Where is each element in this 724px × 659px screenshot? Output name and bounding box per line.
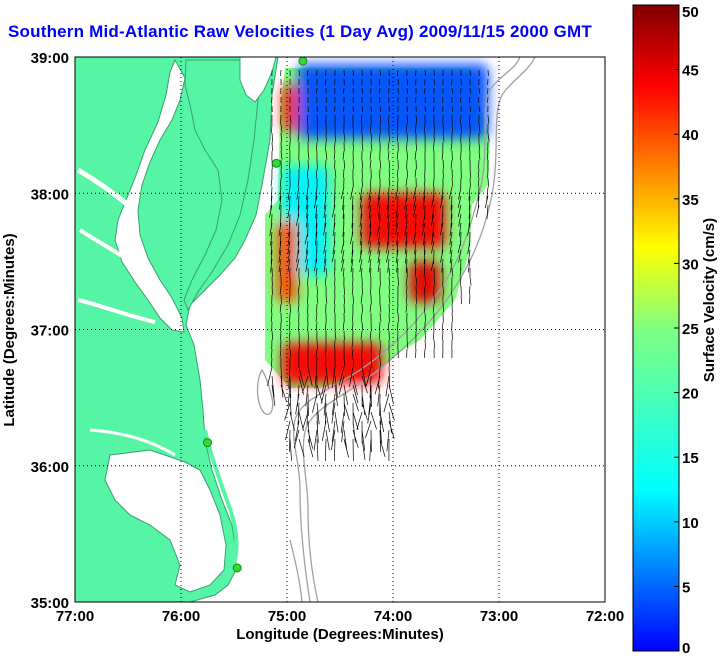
grid-lines bbox=[75, 57, 605, 602]
y-axis-label: Latitude (Degrees:Minutes) bbox=[1, 233, 18, 426]
colorbar-tick-label: 20 bbox=[682, 386, 699, 403]
arrow-set bbox=[267, 69, 490, 462]
colorbar-ticks: 0 5 10 15 20 25 30 35 40 45 50 bbox=[674, 4, 699, 657]
outer-banks bbox=[203, 429, 239, 571]
pamlico-sound bbox=[104, 449, 227, 593]
colorbar-tick-label: 30 bbox=[682, 256, 699, 273]
speed-region bbox=[361, 193, 446, 248]
bathymetry-contour bbox=[302, 57, 536, 602]
chart-title: Southern Mid-Atlantic Raw Velocities (1 … bbox=[8, 22, 592, 41]
bathymetry-contour bbox=[256, 368, 274, 415]
y-tick-label: 36:00 bbox=[31, 459, 69, 476]
y-axis-ticks: 35:00 36:00 37:00 38:00 39:00 bbox=[31, 50, 69, 612]
bathymetry-contour bbox=[292, 57, 521, 602]
station-marker bbox=[271, 158, 281, 168]
x-axis-ticks: 77:00 76:00 75:00 74:00 73:00 72:00 bbox=[56, 608, 624, 625]
colorbar-gradient bbox=[632, 4, 680, 652]
x-tick-label: 76:00 bbox=[162, 608, 200, 625]
y-tick-label: 35:00 bbox=[31, 595, 69, 612]
colorbar: 0 5 10 15 20 25 30 35 40 45 50 Surface Velocity (c… bbox=[632, 4, 718, 657]
potomac-river bbox=[76, 167, 130, 207]
colorbar-label: Surface Velocity (cm/s) bbox=[701, 218, 718, 382]
x-tick-label: 72:00 bbox=[586, 608, 624, 625]
delaware-bay bbox=[239, 57, 277, 103]
colorbar-tick-label: 45 bbox=[682, 63, 699, 80]
y-tick-label: 38:00 bbox=[31, 186, 69, 203]
y-tick-label: 39:00 bbox=[31, 50, 69, 67]
colorbar-tick-label: 10 bbox=[682, 515, 699, 532]
chesapeake-bay bbox=[114, 58, 186, 333]
plot-frame bbox=[74, 56, 606, 603]
x-tick-label: 74:00 bbox=[374, 608, 412, 625]
speed-region bbox=[408, 261, 441, 303]
colorbar-tick-label: 50 bbox=[682, 4, 699, 21]
x-tick-label: 75:00 bbox=[268, 608, 306, 625]
colorbar-tick-label: 15 bbox=[682, 450, 699, 467]
york-james-river bbox=[77, 298, 156, 324]
bathymetry-contours bbox=[256, 57, 536, 602]
x-tick-label: 73:00 bbox=[480, 608, 518, 625]
colorbar-tick-label: 0 bbox=[682, 640, 690, 657]
station-marker bbox=[203, 438, 212, 448]
delmarva-peninsula bbox=[183, 59, 263, 312]
bathymetry-contour bbox=[289, 539, 303, 602]
colorbar-tick-label: 40 bbox=[682, 127, 699, 144]
y-tick-label: 37:00 bbox=[31, 323, 69, 340]
x-tick-label: 77:00 bbox=[56, 608, 94, 625]
x-axis-label: Longitude (Degrees:Minutes) bbox=[236, 626, 444, 643]
velocity-arrows bbox=[267, 69, 490, 462]
radar-stations bbox=[203, 57, 308, 573]
speed-region bbox=[281, 343, 383, 384]
colorbar-tick-label: 5 bbox=[682, 579, 690, 596]
colorbar-tick-label: 25 bbox=[682, 321, 699, 338]
albemarle-river bbox=[89, 428, 176, 457]
rappahannock-river bbox=[78, 228, 127, 260]
station-marker bbox=[232, 563, 242, 573]
colorbar-tick-label: 35 bbox=[682, 192, 699, 209]
station-marker bbox=[298, 57, 308, 66]
